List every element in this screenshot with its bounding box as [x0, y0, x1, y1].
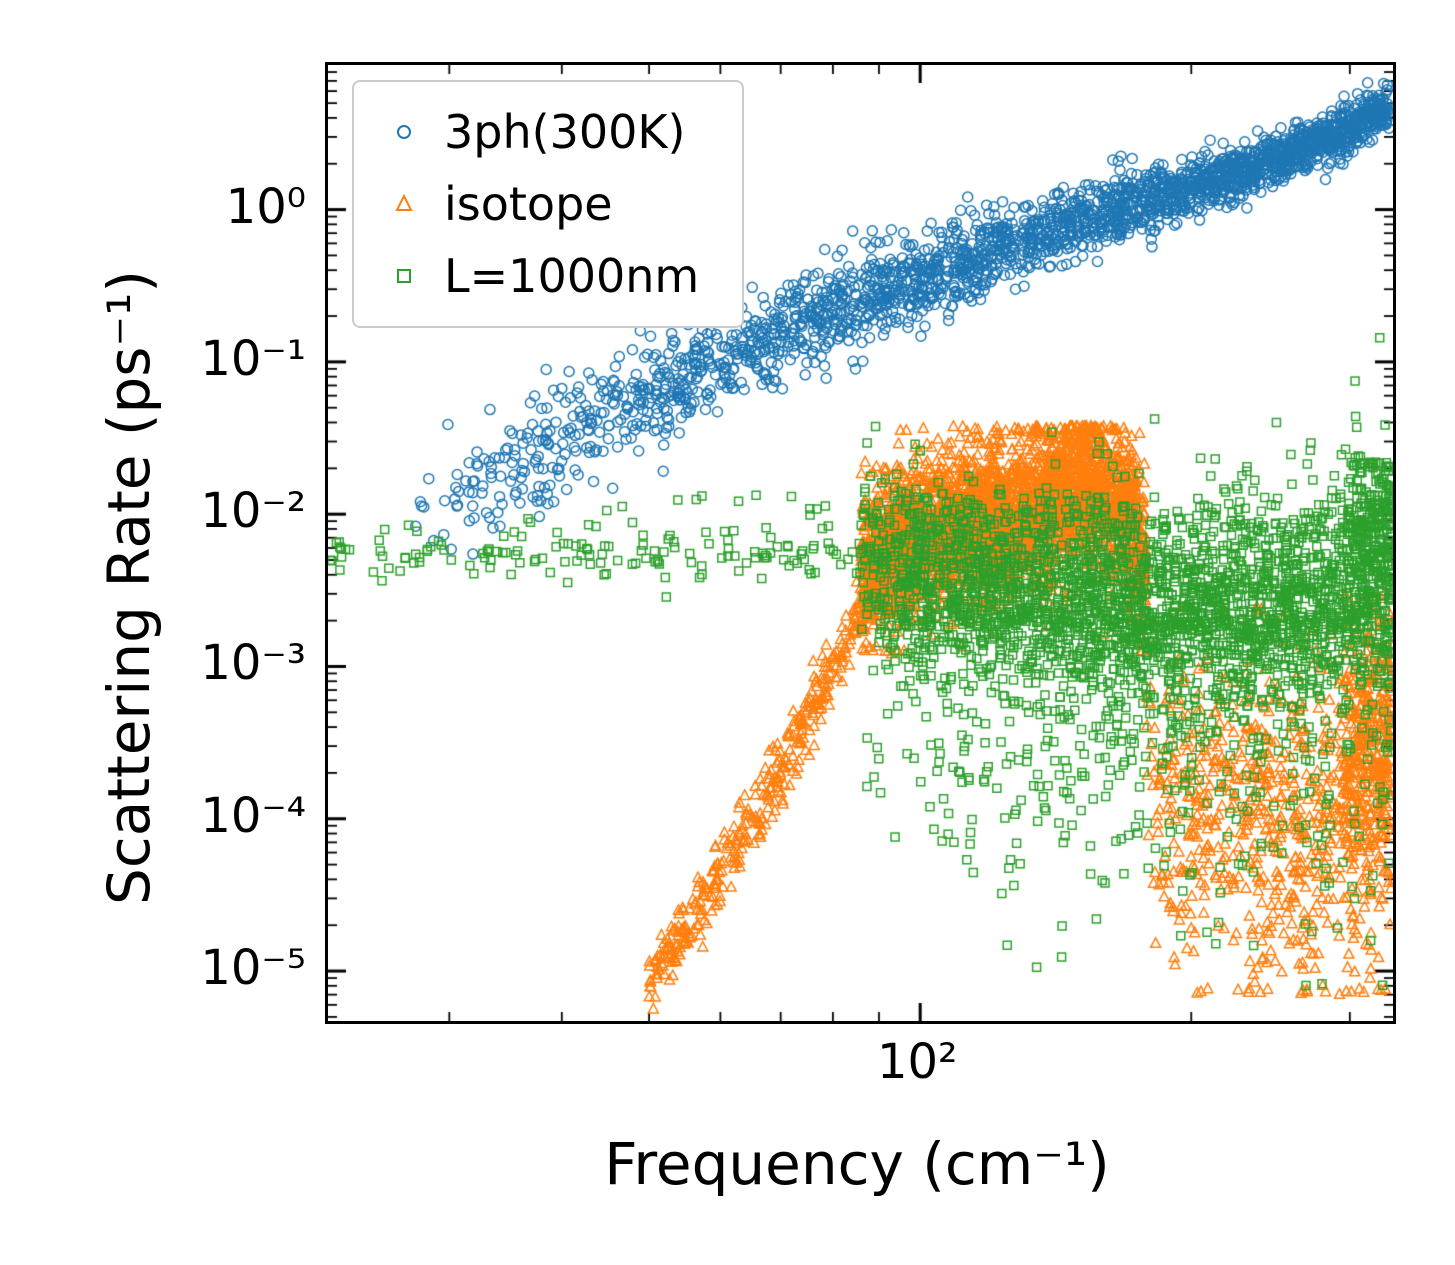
x-axis-label: Frequency (cm⁻¹) — [604, 1130, 1110, 1198]
legend-entry-isotope: isotope — [364, 168, 732, 240]
legend-square-glyph — [397, 269, 411, 283]
circle-marker-icon — [364, 118, 444, 146]
y-tick-label: 10⁻³ — [200, 635, 306, 692]
legend-label-3ph300k: 3ph(300K) — [444, 105, 686, 159]
x-tick-label: 10² — [877, 1034, 958, 1090]
legend-label-l1000nm: L=1000nm — [444, 249, 700, 303]
y-tick-label: 10⁻¹ — [200, 330, 306, 387]
legend-entry-3ph300k: 3ph(300K) — [364, 96, 732, 168]
y-tick-label: 10⁰ — [225, 178, 306, 235]
triangle-marker-icon — [364, 190, 444, 218]
legend-circle-glyph — [397, 125, 411, 139]
legend-entry-l1000nm: L=1000nm — [364, 240, 732, 312]
square-marker-icon — [364, 262, 444, 290]
legend-triangle-glyph — [395, 193, 413, 211]
legend-label-isotope: isotope — [444, 177, 613, 231]
legend: 3ph(300K) isotope L=1000nm — [352, 80, 744, 328]
y-tick-label: 10⁻² — [200, 483, 306, 540]
y-tick-label: 10⁻⁴ — [200, 787, 306, 844]
y-tick-label: 10⁻⁵ — [200, 940, 306, 997]
